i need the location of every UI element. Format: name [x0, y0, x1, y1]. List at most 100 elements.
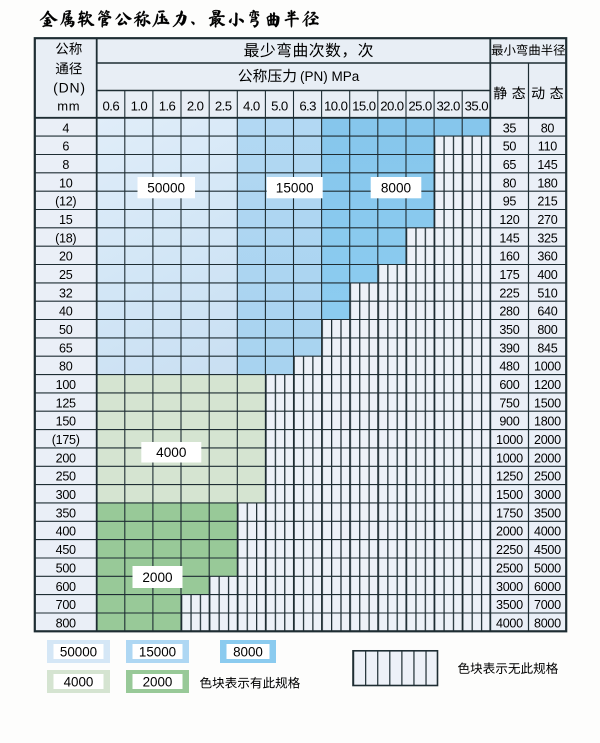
svg-text:3500: 3500 — [496, 598, 523, 612]
svg-text:1.0: 1.0 — [131, 98, 148, 113]
svg-text:(PN) MPa: (PN) MPa — [300, 69, 360, 84]
svg-text:2.0: 2.0 — [187, 98, 204, 113]
svg-text:110: 110 — [538, 140, 557, 154]
svg-text:3000: 3000 — [534, 488, 561, 502]
svg-text:450: 450 — [56, 543, 76, 557]
svg-text:200: 200 — [56, 451, 76, 465]
svg-text:15000: 15000 — [276, 181, 314, 196]
svg-text:15: 15 — [59, 213, 73, 227]
svg-text:2500: 2500 — [534, 470, 561, 484]
svg-text:700: 700 — [56, 598, 76, 612]
svg-text:180: 180 — [537, 176, 557, 190]
svg-text:1250: 1250 — [496, 470, 523, 484]
svg-text:600: 600 — [499, 378, 519, 392]
svg-text:32.0: 32.0 — [436, 98, 460, 113]
svg-text:3000: 3000 — [496, 580, 523, 594]
svg-text:80: 80 — [541, 121, 555, 135]
svg-text:5000: 5000 — [534, 561, 561, 575]
svg-text:1.6: 1.6 — [159, 98, 176, 113]
svg-text:845: 845 — [537, 341, 557, 355]
svg-text:480: 480 — [499, 360, 519, 374]
svg-text:15000: 15000 — [139, 644, 176, 659]
svg-text:1750: 1750 — [496, 506, 523, 520]
svg-text:35.0: 35.0 — [465, 98, 489, 113]
svg-text:750: 750 — [499, 396, 519, 410]
svg-text:600: 600 — [56, 580, 76, 594]
svg-text:(12): (12) — [55, 195, 76, 209]
svg-text:225: 225 — [499, 286, 519, 300]
svg-text:1500: 1500 — [534, 396, 561, 410]
svg-text:50: 50 — [59, 323, 73, 337]
svg-text:1200: 1200 — [534, 378, 561, 392]
svg-text:65: 65 — [503, 158, 517, 172]
svg-text:360: 360 — [537, 250, 557, 264]
svg-text:300: 300 — [56, 488, 76, 502]
svg-text:2000: 2000 — [496, 525, 523, 539]
svg-text:2000: 2000 — [142, 570, 173, 585]
svg-text:350: 350 — [499, 323, 519, 337]
svg-text:mm: mm — [57, 98, 80, 113]
svg-text:1000: 1000 — [496, 433, 523, 447]
svg-text:65: 65 — [59, 341, 73, 355]
svg-text:125: 125 — [56, 396, 76, 410]
svg-text:25: 25 — [59, 268, 73, 282]
svg-text:100: 100 — [56, 378, 76, 392]
svg-text:900: 900 — [499, 415, 519, 429]
svg-text:400: 400 — [56, 525, 76, 539]
svg-text:50: 50 — [503, 140, 517, 154]
svg-text:4000: 4000 — [534, 525, 561, 539]
svg-text:4000: 4000 — [64, 674, 94, 689]
svg-text:270: 270 — [537, 213, 557, 227]
svg-text:2250: 2250 — [496, 543, 523, 557]
svg-text:280: 280 — [499, 305, 519, 319]
svg-text:10.0: 10.0 — [324, 98, 348, 113]
svg-text:4500: 4500 — [534, 543, 561, 557]
svg-text:25.0: 25.0 — [408, 98, 432, 113]
svg-text:145: 145 — [499, 231, 519, 245]
svg-text:8000: 8000 — [233, 644, 263, 659]
svg-text:1800: 1800 — [534, 415, 561, 429]
svg-text:175: 175 — [499, 268, 519, 282]
svg-text:160: 160 — [499, 250, 519, 264]
svg-text:35: 35 — [503, 121, 517, 135]
svg-text:(175): (175) — [52, 433, 80, 447]
svg-text:350: 350 — [56, 506, 76, 520]
svg-text:32: 32 — [59, 286, 73, 300]
svg-text:20.0: 20.0 — [380, 98, 404, 113]
svg-text:40: 40 — [59, 305, 73, 319]
svg-text:4.0: 4.0 — [243, 98, 260, 113]
svg-text:2000: 2000 — [534, 451, 561, 465]
svg-text:10: 10 — [59, 176, 73, 190]
svg-text:2.5: 2.5 — [215, 98, 232, 113]
svg-text:120: 120 — [499, 213, 519, 227]
svg-text:800: 800 — [537, 323, 557, 337]
svg-text:5.0: 5.0 — [271, 98, 288, 113]
svg-text:500: 500 — [56, 561, 76, 575]
svg-text:0.6: 0.6 — [103, 98, 120, 113]
svg-text:8: 8 — [62, 158, 69, 172]
svg-text:(18): (18) — [55, 231, 76, 245]
svg-text:3500: 3500 — [534, 506, 561, 520]
svg-text:50000: 50000 — [147, 181, 185, 196]
svg-text:800: 800 — [56, 616, 76, 630]
svg-text:80: 80 — [503, 176, 517, 190]
svg-text:215: 215 — [537, 195, 557, 209]
svg-text:2000: 2000 — [143, 674, 173, 689]
svg-text:2000: 2000 — [534, 433, 561, 447]
svg-text:6.3: 6.3 — [299, 98, 316, 113]
svg-text:6000: 6000 — [534, 580, 561, 594]
svg-text:80: 80 — [59, 360, 73, 374]
svg-text:1000: 1000 — [534, 360, 561, 374]
svg-text:95: 95 — [503, 195, 517, 209]
svg-text:(DN): (DN) — [53, 79, 86, 95]
svg-text:6: 6 — [62, 140, 69, 154]
svg-text:4: 4 — [62, 121, 69, 135]
svg-text:1500: 1500 — [496, 488, 523, 502]
svg-text:640: 640 — [537, 305, 557, 319]
svg-text:400: 400 — [537, 268, 557, 282]
svg-text:1000: 1000 — [496, 451, 523, 465]
svg-text:510: 510 — [537, 286, 557, 300]
svg-text:145: 145 — [537, 158, 557, 172]
svg-text:150: 150 — [56, 415, 76, 429]
svg-text:325: 325 — [537, 231, 557, 245]
